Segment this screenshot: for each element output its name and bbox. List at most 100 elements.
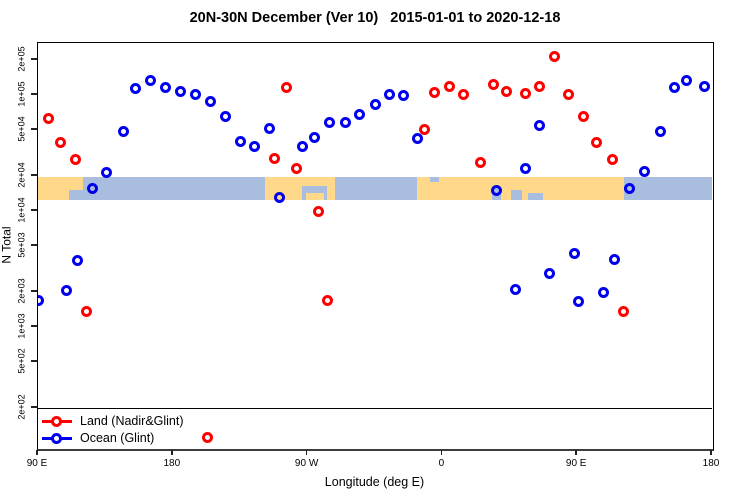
data-point-land: [42, 112, 54, 124]
data-point-ocean: [623, 183, 635, 195]
map-land-segment: [327, 177, 335, 200]
map-land-segment: [306, 192, 325, 200]
y-tick-mark: [31, 58, 37, 60]
data-point-ocean: [235, 135, 247, 147]
data-point-land: [500, 85, 512, 97]
data-point-ocean: [568, 247, 580, 259]
data-point-ocean: [597, 286, 609, 298]
map-land-segment: [264, 177, 302, 200]
data-point-land: [202, 431, 214, 443]
data-point-ocean: [681, 75, 693, 87]
data-point-ocean: [205, 95, 217, 107]
x-tick-label: 90 W: [294, 458, 319, 469]
data-point-ocean: [698, 80, 710, 92]
y-tick-label: 2e+02: [17, 394, 27, 420]
y-tick-mark: [31, 174, 37, 176]
data-point-ocean: [533, 120, 545, 132]
data-point-ocean: [384, 89, 396, 101]
data-point-land: [322, 294, 334, 306]
world-map-strip: [38, 177, 712, 200]
data-point-land: [291, 163, 303, 175]
map-land-segment: [301, 177, 328, 186]
data-point-ocean: [324, 116, 336, 128]
data-point-ocean: [490, 184, 502, 196]
data-point-ocean: [309, 131, 321, 143]
data-point-ocean: [668, 81, 680, 93]
map-water-notch: [430, 177, 440, 182]
x-tick-mark: [575, 450, 577, 455]
map-water-notch: [527, 193, 543, 200]
chart-title: 20N-30N December (Ver 10) 2015-01-01 to …: [189, 10, 561, 26]
reference-line: [38, 408, 712, 409]
data-point-land: [313, 206, 325, 218]
x-tick-label: 0: [438, 458, 445, 469]
data-point-ocean: [354, 108, 366, 120]
data-point-land: [428, 87, 440, 99]
map-land-segment: [38, 177, 70, 200]
data-point-ocean: [249, 140, 261, 152]
x-tick-mark: [305, 450, 308, 455]
y-tick-label: 5e+04: [17, 116, 27, 142]
x-tick-label: 90 E: [565, 458, 587, 469]
y-tick-mark: [31, 93, 37, 95]
data-point-ocean: [220, 111, 232, 123]
data-point-ocean: [519, 163, 531, 175]
y-tick-mark: [31, 325, 37, 327]
data-point-land: [617, 306, 629, 318]
land-marker-icon: [51, 416, 62, 427]
plot-border: [37, 42, 714, 451]
data-point-land: [70, 154, 82, 166]
data-point-land: [55, 136, 67, 148]
x-tick-label: 180: [163, 458, 181, 469]
data-point-ocean: [72, 254, 84, 266]
y-axis-title: N Total: [0, 226, 15, 264]
data-point-ocean: [145, 75, 157, 87]
data-point-ocean: [339, 116, 351, 128]
data-point-ocean: [190, 89, 202, 101]
data-point-ocean: [411, 133, 423, 145]
data-point-land: [457, 89, 469, 101]
ocean-marker-icon: [51, 433, 62, 444]
data-point-ocean: [543, 267, 555, 279]
x-tick-label: 90 E: [26, 458, 48, 469]
y-tick-mark: [31, 360, 37, 362]
data-point-land: [269, 152, 281, 164]
data-point-land: [606, 153, 618, 165]
data-point-land: [533, 80, 545, 92]
y-tick-label: 5e+03: [17, 232, 27, 258]
data-point-ocean: [264, 123, 276, 135]
data-point-land: [418, 124, 430, 136]
y-tick-mark: [31, 244, 37, 246]
x-tick-mark: [171, 450, 173, 455]
y-tick-mark: [31, 290, 37, 292]
map-land-segment: [417, 177, 625, 200]
data-point-ocean: [38, 294, 44, 306]
data-point-ocean: [509, 284, 521, 296]
data-point-land: [443, 80, 455, 92]
x-tick-label: 180: [702, 458, 720, 469]
x-tick-mark: [440, 450, 443, 455]
data-point-ocean: [274, 192, 286, 204]
y-tick-mark: [31, 128, 37, 130]
data-point-land: [487, 78, 499, 90]
data-point-ocean: [87, 183, 99, 195]
data-point-ocean: [160, 81, 172, 93]
data-point-ocean: [297, 140, 309, 152]
x-tick-mark: [36, 450, 38, 455]
legend-label-land: Land (Nadir&Glint): [80, 414, 184, 428]
data-point-ocean: [572, 296, 584, 308]
data-point-ocean: [638, 165, 650, 177]
y-tick-label: 5e+02: [17, 348, 27, 374]
data-point-land: [548, 50, 560, 62]
data-point-ocean: [654, 126, 666, 138]
data-point-land: [281, 81, 293, 93]
data-point-ocean: [130, 83, 142, 95]
plot-area: Land (Nadir&Glint) Ocean (Glint): [38, 43, 712, 448]
data-point-land: [590, 136, 602, 148]
data-point-ocean: [175, 85, 187, 97]
map-land-segment: [69, 177, 83, 190]
legend-label-ocean: Ocean (Glint): [80, 431, 155, 445]
y-tick-mark: [31, 406, 37, 408]
data-point-ocean: [397, 89, 409, 101]
data-point-land: [81, 306, 93, 318]
